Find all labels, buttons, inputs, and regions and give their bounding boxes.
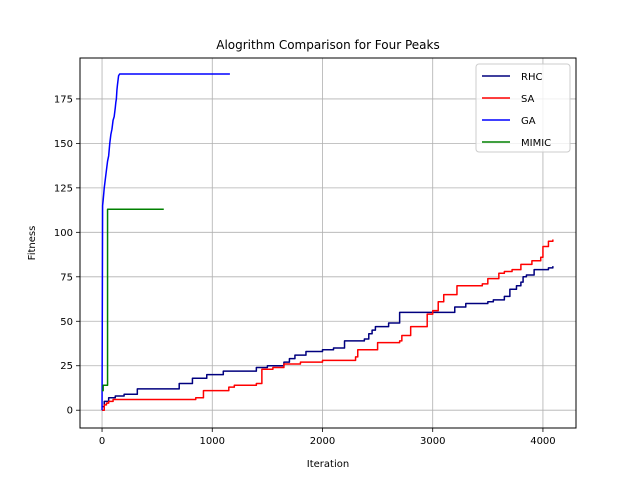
legend: RHC SA GA MIMIC [475, 63, 571, 153]
series-line-rhc [102, 266, 554, 408]
x-tick-label: 1000 [200, 436, 225, 447]
y-tick-label: 25 [60, 361, 73, 372]
series-line-sa [102, 239, 554, 411]
axis-ticks: 0 1000 2000 3000 4000 0 25 50 75 100 125 150 175 [54, 94, 556, 447]
y-axis-label: Fitness [27, 226, 38, 261]
x-tick-label: 2000 [310, 436, 335, 447]
y-tick-label: 50 [60, 317, 73, 328]
legend-label-ga: GA [521, 116, 536, 127]
x-tick-label: 0 [99, 436, 105, 447]
series-line-mimic [102, 208, 164, 392]
y-tick-label: 150 [54, 139, 73, 150]
chart-title: Alogrithm Comparison for Four Peaks [216, 38, 439, 52]
legend-label-sa: SA [521, 94, 535, 105]
legend-label-mimic: MIMIC [521, 138, 551, 149]
x-tick-label: 4000 [530, 436, 555, 447]
y-tick-label: 0 [67, 406, 73, 417]
series-line-ga [101, 73, 230, 411]
y-tick-label: 75 [60, 272, 73, 283]
plot-frame [79, 57, 577, 429]
plot-lines [101, 73, 554, 411]
legend-box [475, 63, 571, 153]
x-tick-label: 3000 [420, 436, 445, 447]
y-tick-label: 100 [54, 228, 73, 239]
y-tick-label: 125 [54, 183, 73, 194]
legend-label-rhc: RHC [521, 72, 542, 83]
grid [80, 58, 576, 428]
y-tick-label: 175 [54, 94, 73, 105]
x-axis-label: Iteration [307, 459, 349, 470]
